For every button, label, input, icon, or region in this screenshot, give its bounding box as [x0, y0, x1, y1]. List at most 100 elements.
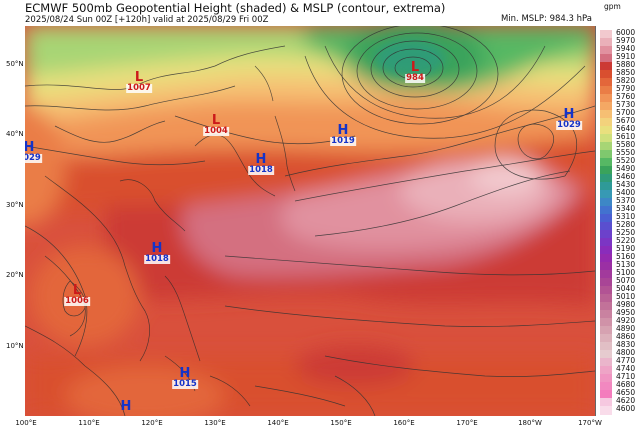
- high-pressure-marker: H: [120, 399, 132, 414]
- colorbar-tick-label: 5310: [616, 212, 636, 221]
- colorbar-segment: [600, 310, 612, 319]
- colorbar-segment: [600, 230, 612, 239]
- colorbar-tick-label: 5700: [616, 108, 636, 117]
- colorbar-tick-label: 5490: [616, 164, 636, 173]
- colorbar-segment: [600, 126, 612, 135]
- colorbar-tick-label: 5730: [616, 100, 636, 109]
- colorbar-tick-label: 5610: [616, 132, 636, 141]
- colorbar-tick-label: 4650: [616, 388, 636, 397]
- colorbar-tick-label: 4710: [616, 372, 636, 381]
- lon-label: 170°E: [456, 419, 478, 427]
- colorbar-segment: [600, 102, 612, 111]
- colorbar-tick-label: 4800: [616, 348, 636, 357]
- colorbar-tick-label: 4980: [616, 300, 636, 309]
- colorbar-tick-label: 5760: [616, 92, 636, 101]
- colorbar-segment: [600, 62, 612, 71]
- colorbar-tick-label: 5340: [616, 204, 636, 213]
- colorbar-tick-label: 4920: [616, 316, 636, 325]
- colorbar-tick-label: 5160: [616, 252, 636, 261]
- colorbar-tick-label: 5280: [616, 220, 636, 229]
- colorbar-tick-label: 5010: [616, 292, 636, 301]
- colorbar-segment: [600, 86, 612, 95]
- colorbar-segment: [600, 374, 612, 383]
- colorbar-tick-label: 5820: [616, 76, 636, 85]
- colorbar-segment: [600, 286, 612, 295]
- colorbar-segment: [600, 278, 612, 287]
- height-field: [25, 26, 595, 416]
- colorbar-segment: [600, 38, 612, 47]
- colorbar-segment: [600, 350, 612, 359]
- high-pressure-marker: H 1018: [144, 241, 170, 264]
- colorbar-tick-label: 5520: [616, 156, 636, 165]
- colorbar-tick-label: 4740: [616, 364, 636, 373]
- lon-label: 110°E: [78, 419, 100, 427]
- high-pressure-marker: H 1019: [330, 123, 356, 146]
- colorbar-segment: [600, 78, 612, 87]
- lon-label: 160°E: [393, 419, 415, 427]
- colorbar-tick-label: 4860: [616, 332, 636, 341]
- colorbar-segment: [600, 142, 612, 151]
- low-pressure-center-marker: L 984: [405, 60, 425, 83]
- colorbar-segment: [600, 406, 612, 415]
- colorbar-segment: [600, 366, 612, 375]
- lat-label-50n: 50°N: [6, 60, 24, 68]
- colorbar-tick-label: 4890: [616, 324, 636, 333]
- lat-label-20n: 20°N: [6, 271, 24, 279]
- colorbar-tick-label: 4950: [616, 308, 636, 317]
- colorbar-segment: [600, 190, 612, 199]
- lat-label-40n: 40°N: [6, 130, 24, 138]
- colorbar-tick-label: 5250: [616, 228, 636, 237]
- colorbar-segment: [600, 174, 612, 183]
- lat-label-10n: 10°N: [6, 342, 24, 350]
- high-pressure-marker: H 1018: [248, 152, 274, 175]
- colorbar-tick-label: 5070: [616, 276, 636, 285]
- colorbar-segment: [600, 294, 612, 303]
- colorbar-segment: [600, 134, 612, 143]
- colorbar-segment: [600, 206, 612, 215]
- colorbar-segment: [600, 70, 612, 79]
- colorbar-tick-label: 5940: [616, 44, 636, 53]
- colorbar-segment: [600, 182, 612, 191]
- min-mslp-readout: Min. MSLP: 984.3 hPa: [500, 14, 592, 24]
- colorbar-segment: [600, 398, 612, 407]
- map-panel: L 1007 L 1004 L 984 L 1006 H 1029 H 1019…: [25, 26, 596, 416]
- colorbar-segment: [600, 262, 612, 271]
- lon-label: 130°E: [204, 419, 226, 427]
- colorbar-unit: gpm: [604, 2, 621, 11]
- high-pressure-marker: H 1029: [25, 141, 42, 163]
- lon-label: 100°E: [15, 419, 37, 427]
- colorbar-tick-label: 5220: [616, 236, 636, 245]
- chart-title: ECMWF 500mb Geopotential Height (shaded)…: [25, 1, 446, 15]
- colorbar-tick-label: 6000: [616, 28, 636, 37]
- colorbar-segment: [600, 318, 612, 327]
- colorbar-segment: [600, 382, 612, 391]
- low-pressure-marker: L 1007: [126, 70, 152, 93]
- colorbar-segment: [600, 166, 612, 175]
- colorbar-segment: [600, 214, 612, 223]
- colorbar-segment: [600, 246, 612, 255]
- colorbar-tick-label: 5880: [616, 60, 636, 69]
- colorbar-segment: [600, 46, 612, 55]
- colorbar-segment: [600, 390, 612, 399]
- colorbar-segment: [600, 150, 612, 159]
- high-pressure-marker: H 1029: [556, 107, 582, 130]
- colorbar-segment: [600, 30, 612, 39]
- colorbar-tick-label: 5130: [616, 260, 636, 269]
- colorbar-segment: [600, 198, 612, 207]
- colorbar-tick-label: 4620: [616, 396, 636, 405]
- colorbar-tick-label: 5580: [616, 140, 636, 149]
- colorbar-segment: [600, 342, 612, 351]
- colorbar-tick-label: 5970: [616, 36, 636, 45]
- colorbar-segment: [600, 302, 612, 311]
- colorbar-segment: [600, 358, 612, 367]
- colorbar-segment: [600, 238, 612, 247]
- colorbar-tick-label: 4830: [616, 340, 636, 349]
- colorbar-tick-label: 4680: [616, 380, 636, 389]
- lon-label: 170°W: [578, 419, 602, 427]
- colorbar-tick-label: 5850: [616, 68, 636, 77]
- colorbar-tick-label: 5400: [616, 188, 636, 197]
- colorbar-tick-label: 5640: [616, 124, 636, 133]
- lon-label: 140°E: [267, 419, 289, 427]
- colorbar-segment: [600, 110, 612, 119]
- longitude-axis: 100°E 110°E 120°E 130°E 140°E 150°E 160°…: [0, 419, 640, 433]
